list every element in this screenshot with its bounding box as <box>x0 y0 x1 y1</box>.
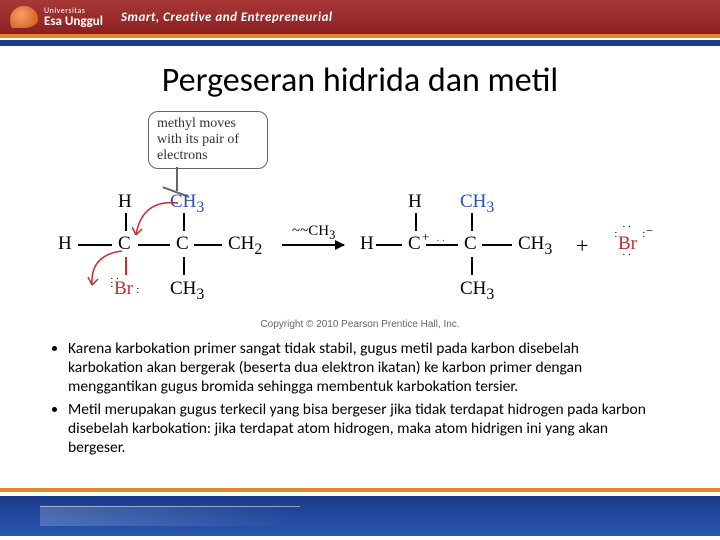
reaction-diagram: methyl moves with its pair of electrons … <box>50 111 670 311</box>
atom-CH3-r: CH3 <box>518 233 552 259</box>
atom-CH3-bot: CH3 <box>460 278 494 304</box>
curved-arrow-1 <box>132 197 190 247</box>
bullet-1: Karena karbokation primer sangat tidak s… <box>68 340 652 397</box>
product-molecule: H CH3 H C + ·· C CH3 CH3 + Br ·· ·· ·· ·… <box>360 171 680 301</box>
minus-charge: − <box>646 223 653 239</box>
atom-H-left: H <box>58 233 72 255</box>
univ-bot: Esa Unggul <box>44 15 103 28</box>
atom-CH2: CH2 <box>228 233 262 259</box>
atom-H: H <box>118 191 132 213</box>
carbocation-plus: + <box>422 229 429 245</box>
lone-pair-br2: ·· <box>136 287 142 295</box>
bond <box>376 244 402 246</box>
accent-orange <box>0 34 720 38</box>
content-area: Pergeseran hidrida dan metil methyl move… <box>0 46 720 457</box>
bond <box>471 213 473 231</box>
atom-H: H <box>408 191 422 213</box>
atom-CH3-bot: CH3 <box>170 278 204 304</box>
atom-CH3-top: CH3 <box>460 191 494 217</box>
bond-dots-blue: ·· <box>436 239 447 243</box>
lone-pair-t: ·· <box>622 225 633 229</box>
lone-pair-l: ·· <box>614 231 620 239</box>
copyright-text: Copyright © 2010 Pearson Prentice Hall, … <box>28 319 692 330</box>
bond <box>471 257 473 275</box>
bond <box>183 257 185 275</box>
atom-C2: C <box>464 233 477 255</box>
lone-pair-b: ·· <box>622 253 633 257</box>
logo-icon <box>10 6 38 28</box>
bond <box>78 244 112 246</box>
reaction-arrow <box>282 244 344 246</box>
university-name: Universitas Esa Unggul <box>44 7 103 28</box>
bond <box>426 244 458 246</box>
bullet-list: Karena karbokation primer sangat tidak s… <box>28 340 692 457</box>
arrow-label: ~~CH3 <box>292 223 335 243</box>
atom-H-left: H <box>360 233 374 255</box>
curved-arrow-2 <box>86 249 130 293</box>
plus-sign: + <box>576 233 588 259</box>
bond <box>194 244 222 246</box>
footer-bar <box>0 488 720 540</box>
footer-orange <box>0 488 720 492</box>
header-bar: Universitas Esa Unggul Smart, Creative a… <box>0 0 720 34</box>
atom-C1: C <box>408 233 421 255</box>
bond <box>482 244 512 246</box>
callout-box: methyl moves with its pair of electrons <box>148 111 268 169</box>
bond <box>125 213 127 231</box>
tagline: Smart, Creative and Entrepreneurial <box>121 10 333 25</box>
bond <box>415 213 417 231</box>
footer-blue <box>0 496 720 536</box>
reactant-molecule: H CH3 H C C CH2 Br ···· ·· CH3 <box>58 171 278 301</box>
footer-accent <box>40 506 300 526</box>
bullet-2: Metil merupakan gugus terkecil yang bisa… <box>68 401 652 458</box>
page-title: Pergeseran hidrida dan metil <box>28 60 692 101</box>
